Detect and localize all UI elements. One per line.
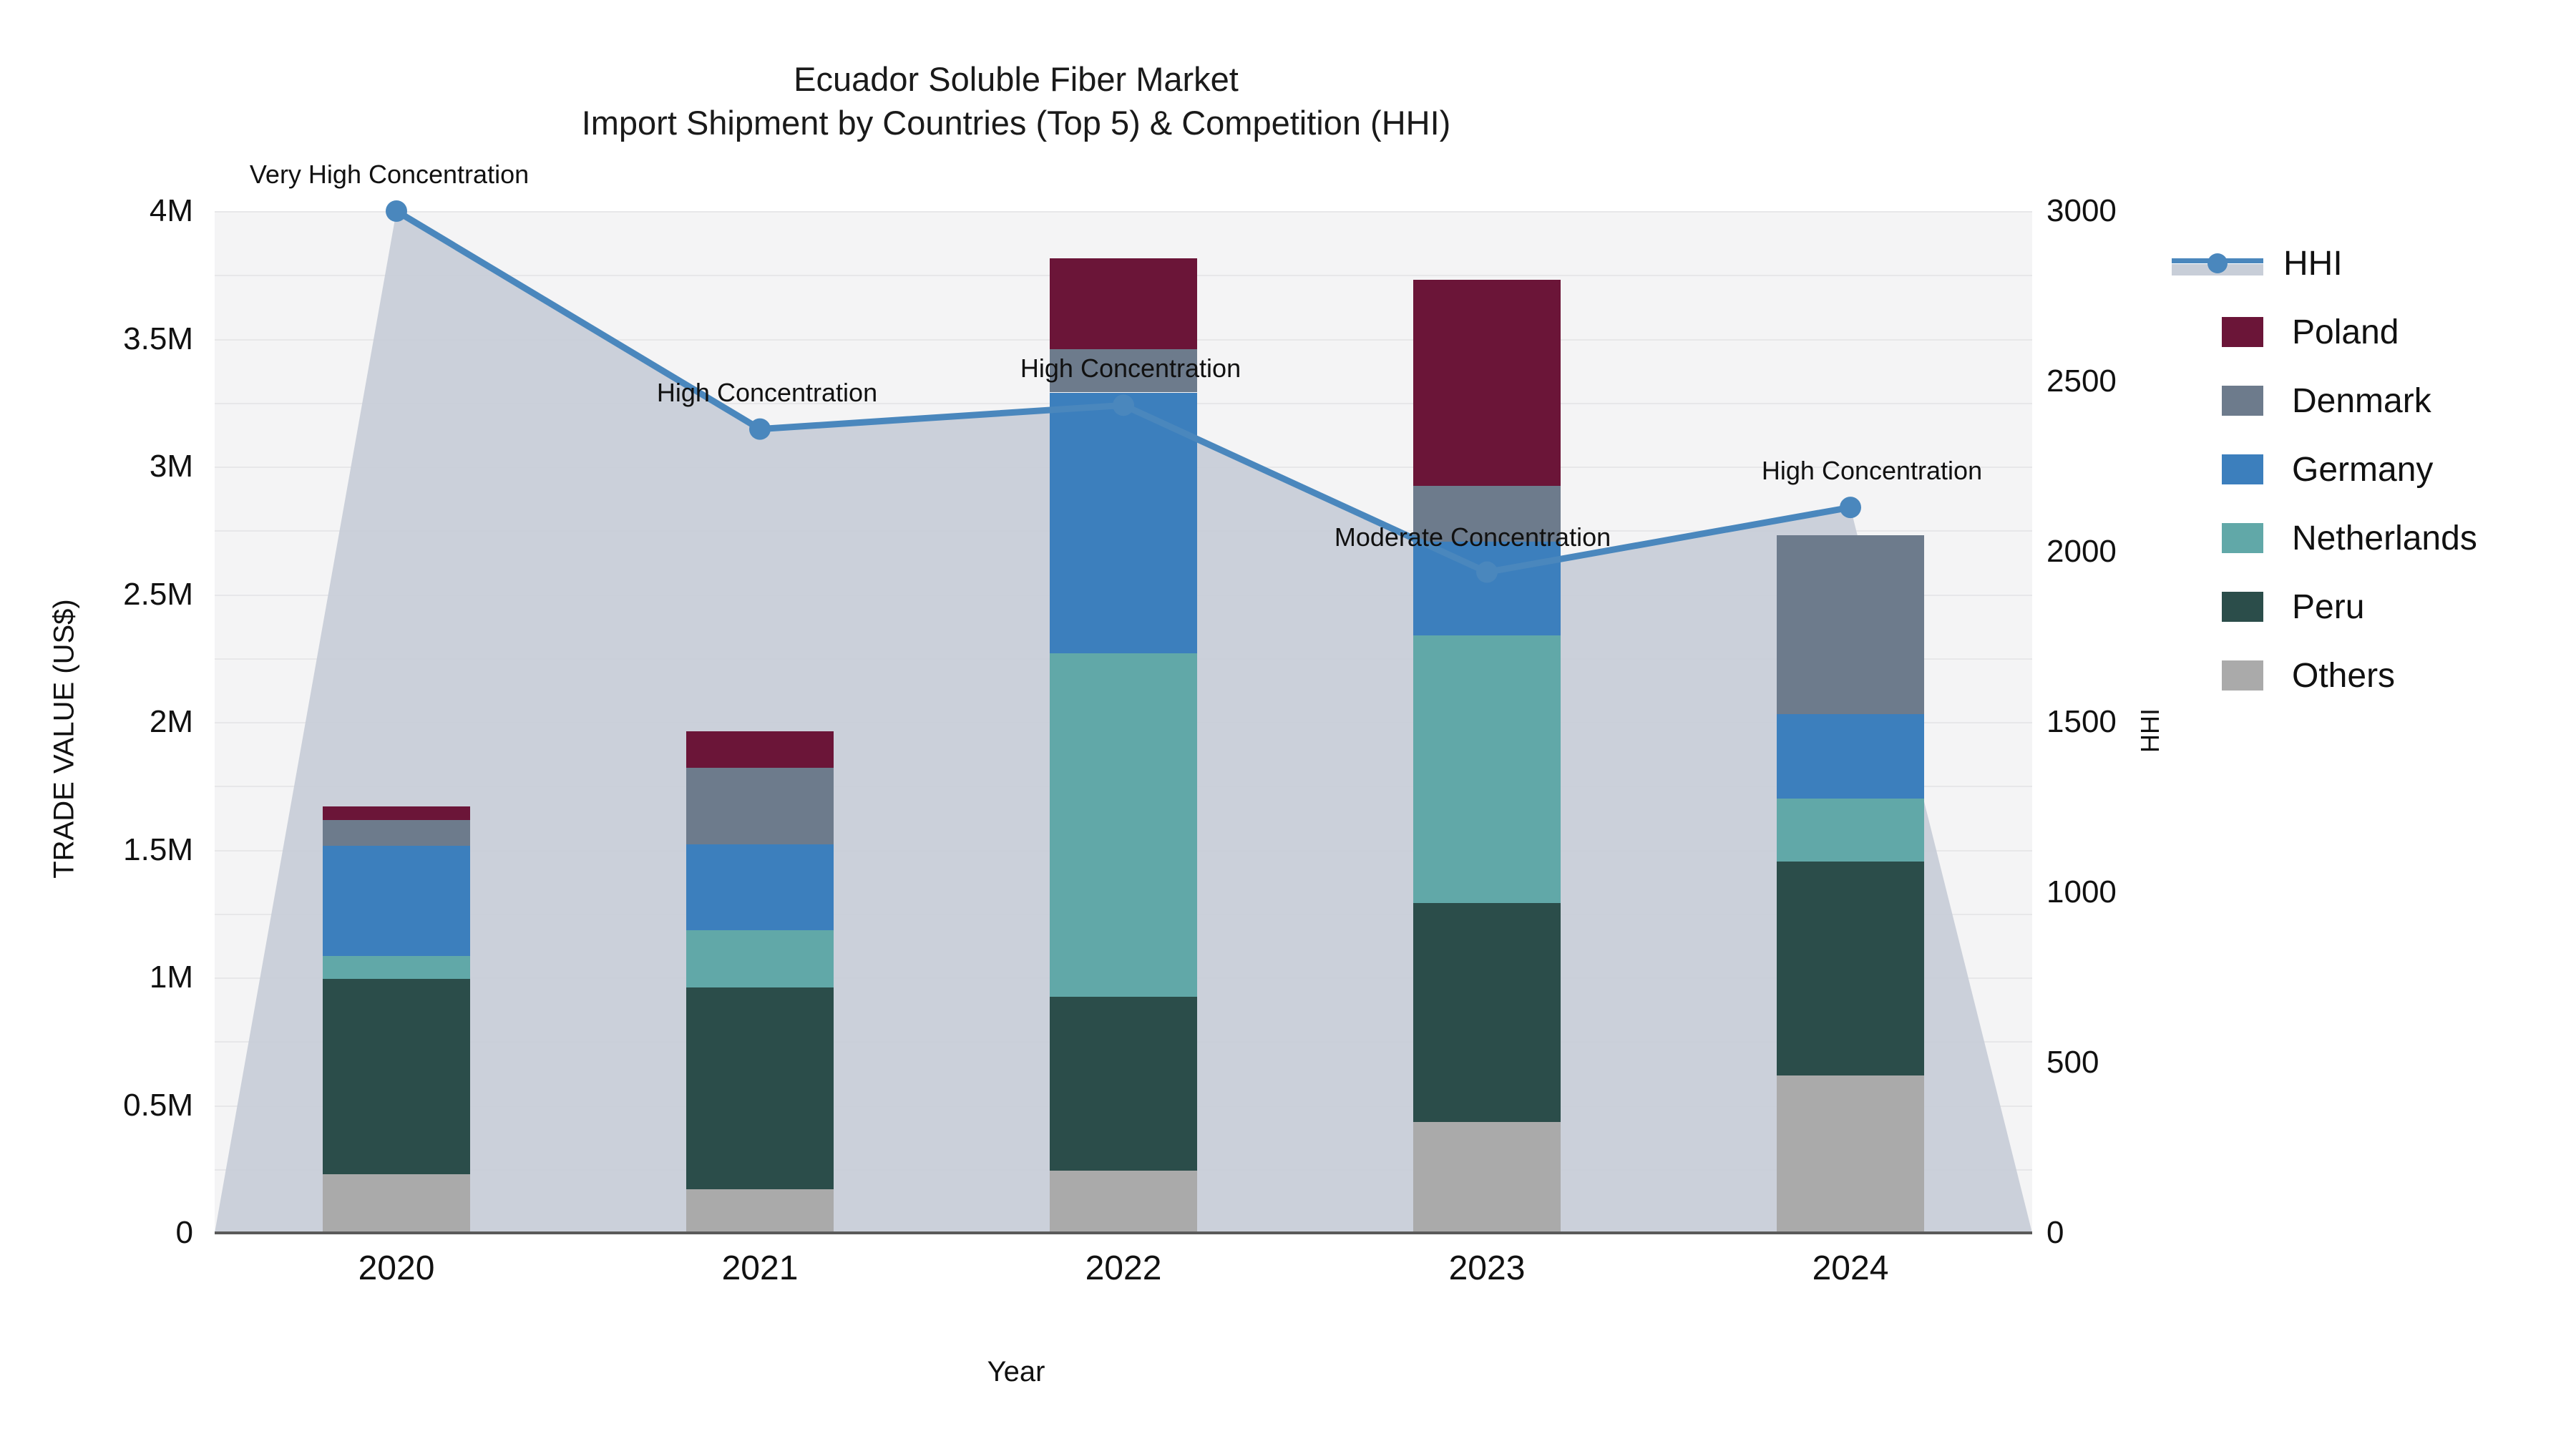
bar-segment-poland[interactable]	[686, 731, 834, 769]
plot-area: Very High Concentration High Concentratio…	[215, 160, 2032, 1234]
bar-segment-poland[interactable]	[323, 806, 470, 821]
bar-segment-others[interactable]	[1050, 1170, 1197, 1233]
bar-segment-germany[interactable]	[1777, 714, 1924, 799]
x-axis-tick: 2020	[358, 1249, 435, 1287]
bar-segment-netherlands[interactable]	[323, 955, 470, 979]
chart-title-block: Ecuador Soluble Fiber Market Import Ship…	[0, 57, 2032, 145]
bar-segment-germany[interactable]	[323, 846, 470, 956]
x-axis-tick: 2023	[1448, 1249, 1526, 1287]
y-axis-left-tick: 3.5M	[123, 321, 193, 356]
bar-stack-2023[interactable]	[1413, 280, 1561, 1233]
legend-label: Denmark	[2292, 381, 2431, 420]
annotation-2020: Very High Concentration	[249, 160, 530, 189]
bar-segment-netherlands[interactable]	[1413, 635, 1561, 904]
y-axis-left-tick: 1.5M	[123, 831, 193, 867]
legend-item-peru[interactable]: Peru	[2222, 572, 2477, 641]
legend-label: Peru	[2292, 587, 2365, 626]
bar-segment-peru[interactable]	[1413, 903, 1561, 1122]
annotation-2023: Moderate Concentration	[1334, 522, 1611, 552]
y-axis-right-tick: 1500	[2046, 704, 2117, 739]
chart-title-line-1: Ecuador Soluble Fiber Market	[794, 60, 1239, 98]
legend-label: HHI	[2283, 244, 2343, 283]
legend-label: Poland	[2292, 313, 2399, 351]
chart-legend: HHI Poland Denmark Germany Netherlands Peru Ot…	[2172, 229, 2477, 710]
y-axis-right-tick: 2000	[2046, 534, 2117, 569]
bar-segment-others[interactable]	[1777, 1075, 1924, 1233]
bar-segment-poland[interactable]	[1050, 258, 1197, 349]
bar-segment-denmark[interactable]	[686, 768, 834, 845]
legend-swatch-germany	[2222, 454, 2263, 484]
y-axis-left-tick: 4M	[149, 193, 193, 228]
x-axis-label: Year	[987, 1356, 1045, 1387]
legend-line-marker	[2207, 253, 2228, 273]
bar-stack-2021[interactable]	[686, 731, 834, 1233]
y-axis-left-tick: 2.5M	[123, 576, 193, 612]
legend-item-hhi[interactable]: HHI	[2172, 229, 2477, 298]
annotation-2024: High Concentration	[1761, 456, 1983, 486]
legend-item-netherlands[interactable]: Netherlands	[2222, 504, 2477, 572]
annotation-2021: High Concentration	[656, 377, 878, 407]
bar-segment-peru[interactable]	[1050, 996, 1197, 1171]
legend-swatch-netherlands	[2222, 523, 2263, 553]
legend-item-germany[interactable]: Germany	[2222, 435, 2477, 504]
legend-label: Germany	[2292, 450, 2434, 489]
bar-segment-netherlands[interactable]	[1777, 799, 1924, 862]
bar-segment-denmark[interactable]	[323, 820, 470, 847]
y-axis-left-tick: 0.5M	[123, 1087, 193, 1123]
y-axis-left-tick: 3M	[149, 449, 193, 484]
y-axis-right-tick: 3000	[2046, 193, 2117, 228]
legend-item-denmark[interactable]: Denmark	[2222, 366, 2477, 435]
y-axis-right-tick: 0	[2046, 1215, 2064, 1250]
y-axis-left-tick: 1M	[149, 960, 193, 995]
legend-item-poland[interactable]: Poland	[2222, 298, 2477, 366]
bar-stack-2024[interactable]	[1777, 535, 1924, 1233]
legend-swatch-denmark	[2222, 386, 2263, 416]
x-axis-tick: 2021	[721, 1249, 799, 1287]
bar-stack-2022[interactable]	[1050, 258, 1197, 1233]
bar-segment-netherlands[interactable]	[1050, 653, 1197, 997]
x-axis-tick: 2022	[1085, 1249, 1162, 1287]
x-axis-tick: 2024	[1812, 1249, 1889, 1287]
bar-segment-others[interactable]	[686, 1189, 834, 1233]
bar-segment-peru[interactable]	[686, 987, 834, 1190]
bar-segment-others[interactable]	[1413, 1121, 1561, 1233]
legend-swatch-poland	[2222, 317, 2263, 347]
chart-title-line-2: Import Shipment by Countries (Top 5) & C…	[581, 104, 1451, 142]
bar-segment-others[interactable]	[323, 1174, 470, 1233]
bar-segment-netherlands[interactable]	[686, 930, 834, 988]
annotation-2022: High Concentration	[1020, 353, 1241, 384]
y-axis-right-tick: 500	[2046, 1045, 2099, 1080]
bar-segment-germany[interactable]	[1050, 392, 1197, 653]
legend-label: Others	[2292, 656, 2396, 695]
bar-segment-denmark[interactable]	[1777, 535, 1924, 715]
x-axis-baseline	[215, 1231, 2032, 1234]
y-axis-left-tick: 0	[175, 1215, 193, 1250]
bar-segment-peru[interactable]	[323, 978, 470, 1174]
legend-label: Netherlands	[2292, 519, 2477, 557]
bar-segment-poland[interactable]	[1413, 280, 1561, 486]
legend-swatch-others	[2222, 660, 2263, 691]
legend-line-icon	[2172, 248, 2263, 278]
y-axis-right-tick: 1000	[2046, 874, 2117, 909]
legend-item-others[interactable]: Others	[2222, 641, 2477, 710]
y-axis-left-tick: 2M	[149, 704, 193, 739]
bar-stack-2020[interactable]	[323, 806, 470, 1233]
bar-segment-germany[interactable]	[1413, 542, 1561, 635]
y-axis-right-tick: 2500	[2046, 364, 2117, 399]
bar-segment-germany[interactable]	[686, 844, 834, 930]
bar-segment-peru[interactable]	[1777, 861, 1924, 1076]
legend-swatch-peru	[2222, 592, 2263, 622]
